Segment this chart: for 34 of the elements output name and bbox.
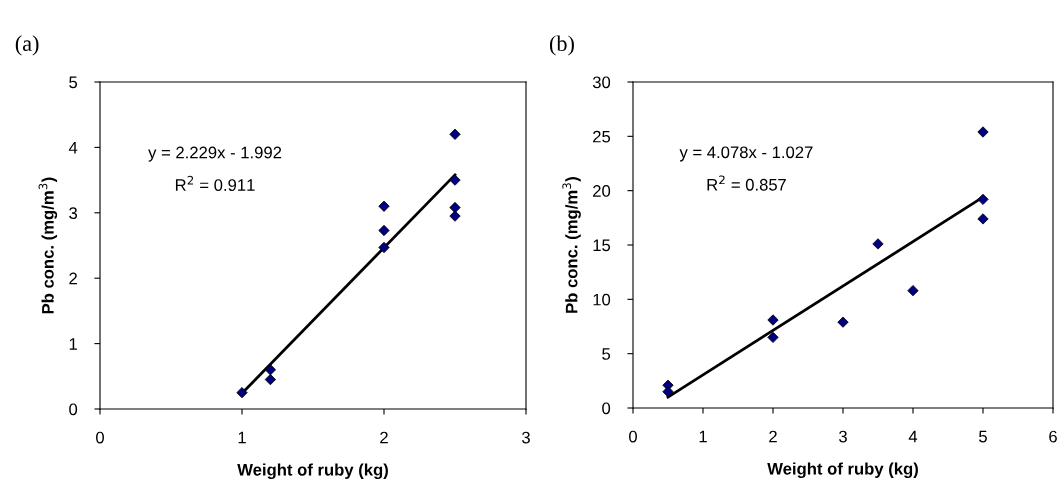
chart-title: (a) bbox=[15, 35, 39, 56]
x-tick-label: 2 bbox=[380, 431, 388, 444]
y-tick-label: 25 bbox=[593, 130, 611, 143]
annotation: R$^{2}$ = 0.857 bbox=[707, 175, 786, 191]
x-tick-label: 6 bbox=[1049, 430, 1057, 443]
chart-title: (b) bbox=[549, 35, 574, 56]
y-tick-label: 5 bbox=[602, 348, 611, 360]
y-tick-label: 20 bbox=[593, 185, 611, 197]
annotation: y = 2.229x - 1.992 bbox=[148, 146, 282, 162]
y-tick-label: 30 bbox=[592, 76, 611, 89]
y-tick-label: 4 bbox=[68, 141, 78, 154]
y-tick-label: 2 bbox=[69, 272, 77, 285]
y-tick-label: 10 bbox=[593, 293, 611, 306]
x-tick-label: 4 bbox=[908, 430, 918, 443]
annotation: R$^{2}$ = 0.911 bbox=[175, 175, 255, 191]
x-tick-label: 0 bbox=[629, 430, 637, 443]
y-tick-label: 0 bbox=[602, 402, 611, 415]
x-tick-label: 3 bbox=[839, 430, 847, 443]
x-tick-label: 1 bbox=[238, 431, 246, 444]
x-axis-title: Weight of ruby (kg) bbox=[237, 463, 388, 480]
x-tick-label: 1 bbox=[699, 430, 707, 443]
y-tick-label: 1 bbox=[69, 338, 77, 350]
x-tick-label: 3 bbox=[522, 431, 530, 444]
y-tick-label: 5 bbox=[69, 76, 78, 89]
y-tick-label: 3 bbox=[69, 207, 78, 219]
x-tick-label: 5 bbox=[979, 430, 987, 443]
y-tick-label: 0 bbox=[69, 403, 78, 416]
y-tick-label: 15 bbox=[593, 239, 611, 252]
x-tick-label: 0 bbox=[96, 431, 104, 444]
y-axis-title: Pb conc. (mg/m$^{3}$) bbox=[38, 177, 58, 314]
y-axis-title: Pb conc. (mg/m$^{3}$) bbox=[562, 177, 581, 313]
x-axis-title: Weight of ruby (kg) bbox=[767, 462, 918, 479]
annotation: y = 4.078x - 1.027 bbox=[679, 146, 813, 162]
x-tick-label: 2 bbox=[769, 430, 777, 443]
